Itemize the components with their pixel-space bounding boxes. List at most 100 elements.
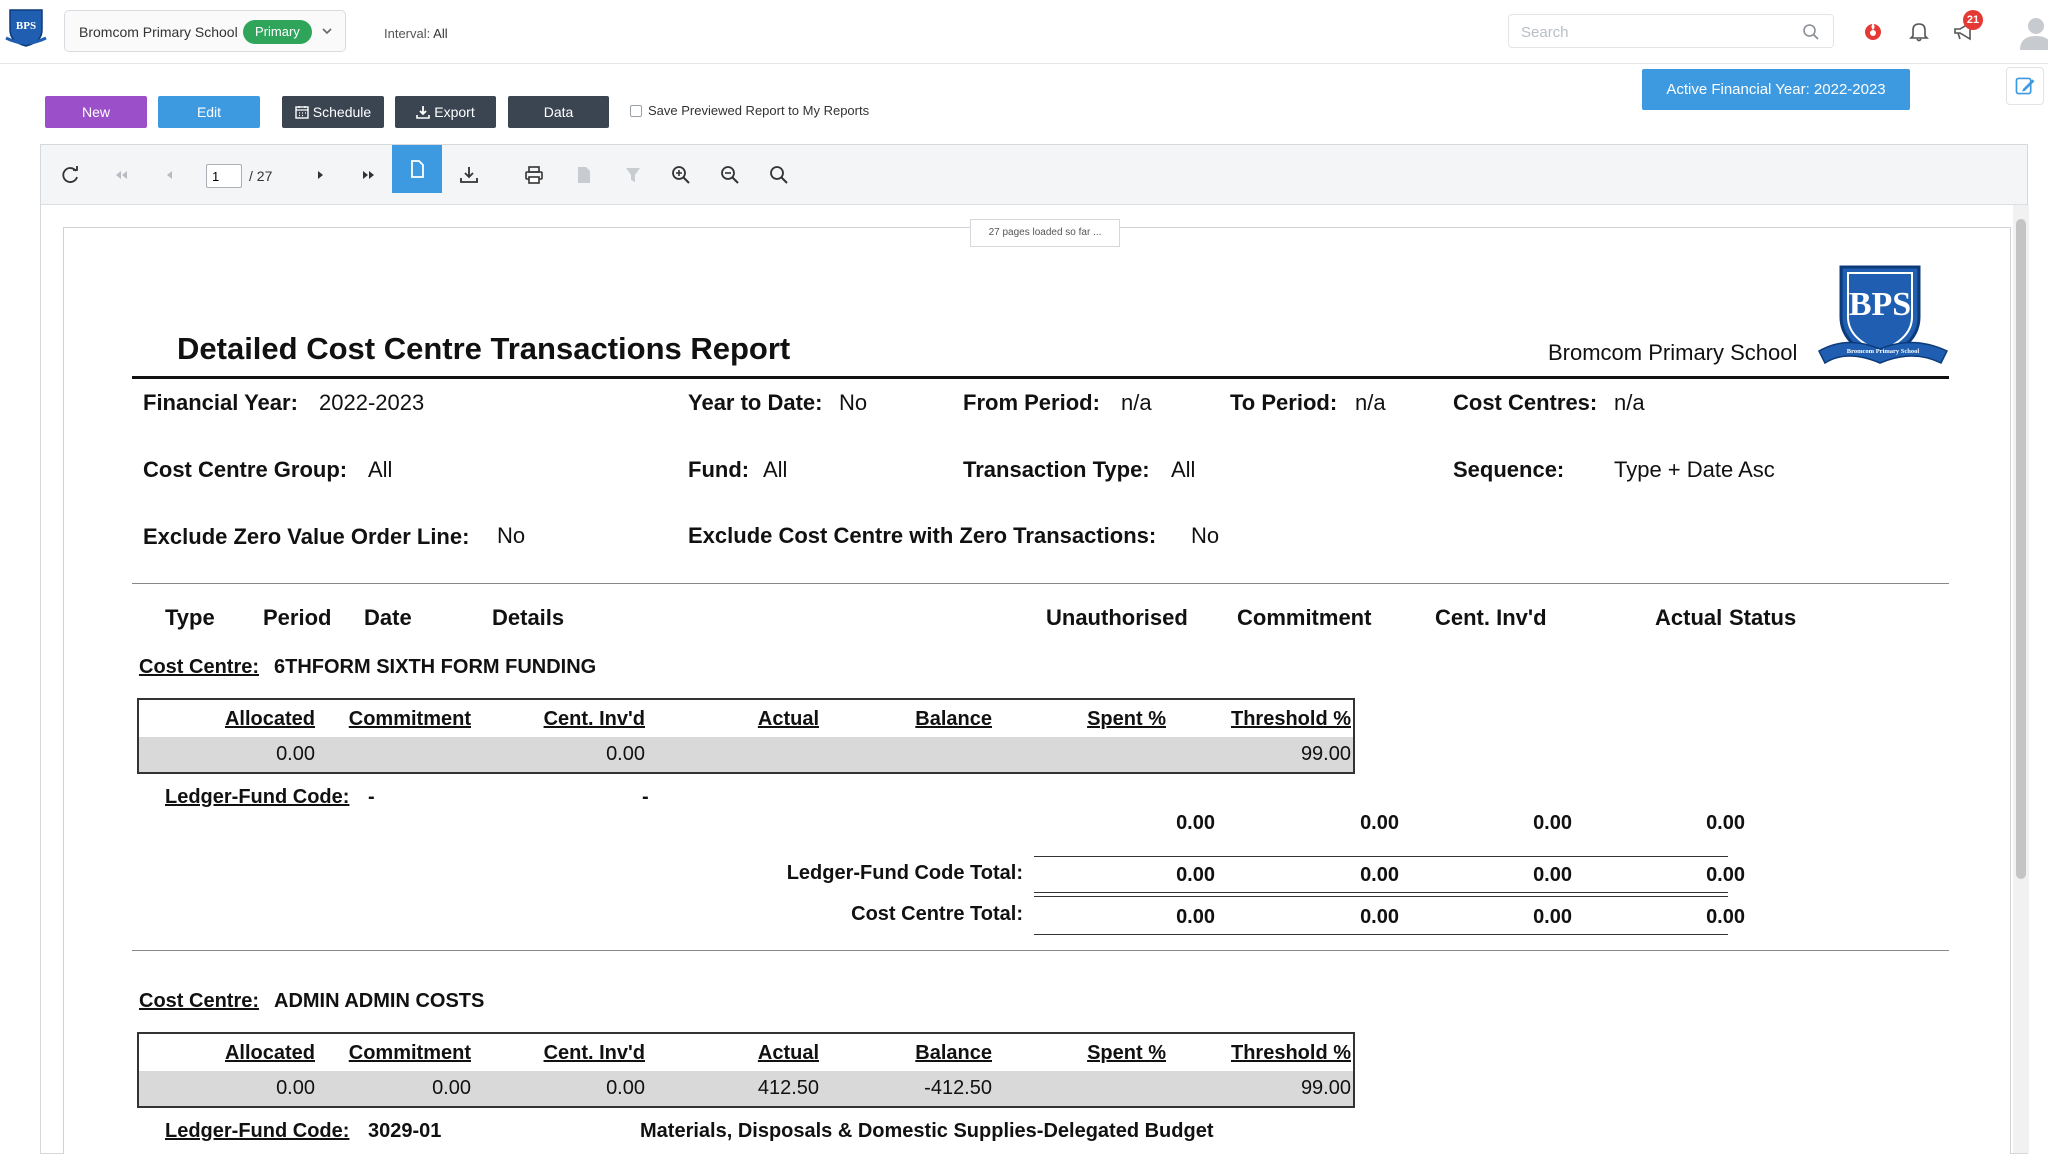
sum-spent-header: Spent % xyxy=(1087,708,1166,730)
zoom-out-icon[interactable] xyxy=(718,163,742,187)
sum-cent-invd-header: Cent. Inv'd xyxy=(543,1042,645,1064)
last-page-icon[interactable] xyxy=(357,163,381,187)
col-actual: Actual xyxy=(1655,605,1723,630)
new-button[interactable]: New xyxy=(45,96,147,128)
financial-year-value: 2022-2023 xyxy=(319,390,425,415)
interval-indicator: Interval: All xyxy=(384,26,448,41)
refresh-icon[interactable] xyxy=(59,163,83,187)
school-selector[interactable]: Bromcom Primary School Primary xyxy=(64,10,346,52)
first-page-icon[interactable] xyxy=(109,163,133,187)
ledger-fund-code-label: Ledger-Fund Code: xyxy=(165,786,350,808)
alert-icon[interactable] xyxy=(1860,18,1886,44)
ledger-fund-total-label: Ledger-Fund Code Total: xyxy=(786,862,1023,884)
txn-type-label: Transaction Type: xyxy=(963,457,1150,482)
svg-text:BPS: BPS xyxy=(16,20,36,32)
page-total: / 27 xyxy=(249,168,273,184)
notification-count-badge: 21 xyxy=(1963,10,1983,30)
cc-total-actual: 0.00 xyxy=(1706,906,1745,928)
to-period-value: n/a xyxy=(1355,390,1386,415)
bell-icon[interactable] xyxy=(1906,18,1932,44)
fund-label: Fund: xyxy=(688,457,750,482)
summary-row xyxy=(139,737,1353,772)
phase-badge: Primary xyxy=(243,20,312,44)
single-page-view-button[interactable] xyxy=(392,145,442,193)
sum-commitment-header: Commitment xyxy=(348,708,471,730)
school-name: Bromcom Primary School xyxy=(79,24,238,40)
search-report-icon[interactable] xyxy=(767,163,791,187)
user-avatar-icon[interactable] xyxy=(2018,12,2048,52)
edit-note-icon[interactable] xyxy=(2006,67,2044,105)
sum-commitment-header: Commitment xyxy=(348,1042,471,1064)
cost-centre-name: 6THFORM SIXTH FORM FUNDING xyxy=(274,656,597,678)
sum-balance-header: Balance xyxy=(915,708,992,730)
sum-threshold-value: 99.00 xyxy=(1300,743,1351,765)
cost-centre-summary-table: Allocated Commitment Cent. Inv'd Actual … xyxy=(137,1032,1355,1108)
cost-centre-total-label: Cost Centre Total: xyxy=(851,903,1023,925)
search-input[interactable] xyxy=(1521,22,1781,42)
cc-total-rule-2 xyxy=(1034,896,1728,897)
line-unauthorised: 0.00 xyxy=(1176,812,1215,834)
active-financial-year-button[interactable]: Active Financial Year: 2022-2023 xyxy=(1642,69,1910,110)
cc-total-commitment: 0.00 xyxy=(1360,906,1399,928)
summary-row xyxy=(139,1071,1353,1106)
calendar-icon xyxy=(295,106,309,119)
page-icon xyxy=(411,160,424,178)
fund-value: All xyxy=(763,457,788,482)
filter-icon[interactable] xyxy=(621,163,645,187)
report-viewer: / 27 xyxy=(40,144,2029,1154)
scrollbar-thumb[interactable] xyxy=(2016,219,2026,879)
next-page-icon[interactable] xyxy=(308,163,332,187)
data-button[interactable]: Data xyxy=(508,96,609,128)
sum-spent-header: Spent % xyxy=(1087,1042,1166,1064)
pages-loaded-tooltip: 27 pages loaded so far ... xyxy=(970,219,1120,247)
cost-centres-label: Cost Centres: xyxy=(1453,390,1598,415)
financial-year-label: Financial Year: xyxy=(143,390,298,415)
report-title: Detailed Cost Centre Transactions Report xyxy=(177,331,791,366)
page-number-input[interactable] xyxy=(206,164,242,188)
search-icon[interactable] xyxy=(1801,22,1821,42)
save-report-label: Save Previewed Report to My Reports xyxy=(648,103,870,118)
sum-balance-value: -412.50 xyxy=(924,1077,992,1099)
schedule-button[interactable]: Schedule xyxy=(282,96,384,128)
vertical-scrollbar[interactable] xyxy=(2013,205,2029,1153)
export-download-icon[interactable] xyxy=(457,163,481,187)
col-unauthorised: Unauthorised xyxy=(1046,605,1188,630)
school-logo[interactable]: BPS xyxy=(4,8,48,48)
megaphone-icon[interactable] xyxy=(1951,18,1977,44)
edit-button[interactable]: Edit xyxy=(158,96,260,128)
checkbox-box[interactable] xyxy=(630,105,642,117)
cost-centre-label: Cost Centre: xyxy=(139,656,260,678)
col-date: Date xyxy=(364,605,412,630)
from-period-value: n/a xyxy=(1121,390,1152,415)
cost-centres-value: n/a xyxy=(1614,390,1645,415)
sum-threshold-header: Threshold % xyxy=(1230,708,1351,730)
print-icon[interactable] xyxy=(522,163,546,187)
top-bar: BPS Bromcom Primary School Primary Inter… xyxy=(0,0,2048,64)
from-period-label: From Period: xyxy=(963,390,1100,415)
ledger-total-cent-invd: 0.00 xyxy=(1533,864,1572,886)
download-icon xyxy=(416,106,431,119)
col-status: Status xyxy=(1729,605,1797,630)
col-cent-invd: Cent. Inv'd xyxy=(1435,605,1547,630)
sum-cent-invd-value: 0.00 xyxy=(606,1077,645,1099)
col-period: Period xyxy=(263,605,332,630)
line-cent-invd: 0.00 xyxy=(1533,812,1572,834)
ledger-total-commitment: 0.00 xyxy=(1360,864,1399,886)
cc-group-value: All xyxy=(368,457,393,482)
cc-total-unauthorised: 0.00 xyxy=(1176,906,1215,928)
sum-threshold-value: 99.00 xyxy=(1300,1077,1351,1099)
ledger-total-unauthorised: 0.00 xyxy=(1176,864,1215,886)
ytd-value: No xyxy=(839,390,868,415)
cc-total-cent-invd: 0.00 xyxy=(1533,906,1572,928)
interval-value: All xyxy=(433,26,448,41)
export-button[interactable]: Export xyxy=(395,96,496,128)
zoom-in-icon[interactable] xyxy=(669,163,693,187)
ledger-total-actual: 0.00 xyxy=(1706,864,1745,886)
sum-allocated-value: 0.00 xyxy=(276,743,315,765)
save-report-checkbox[interactable]: Save Previewed Report to My Reports xyxy=(630,103,869,118)
logo-text: BPS xyxy=(1849,286,1911,323)
cc-total-bottom-rule xyxy=(1034,934,1728,935)
previous-page-icon[interactable] xyxy=(158,163,182,187)
document-map-icon[interactable] xyxy=(572,163,596,187)
sum-threshold-header: Threshold % xyxy=(1230,1042,1351,1064)
